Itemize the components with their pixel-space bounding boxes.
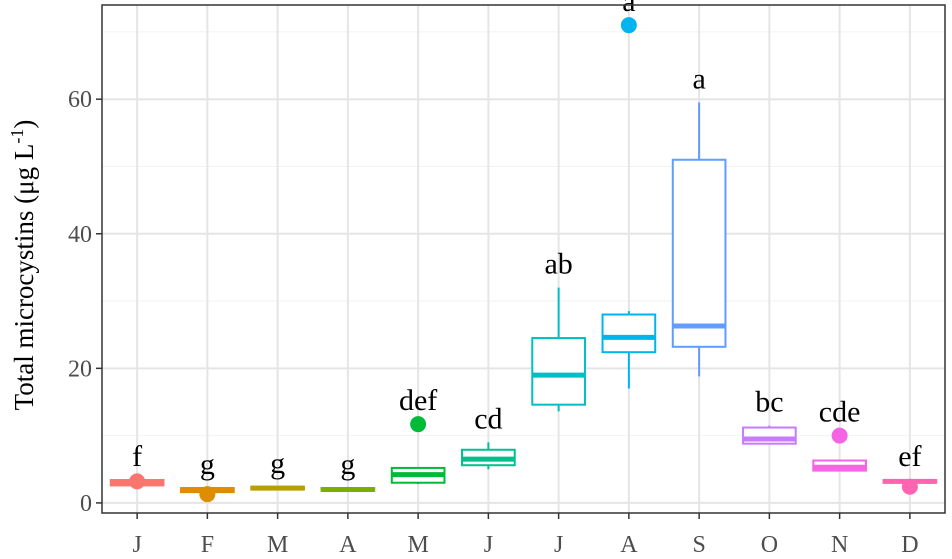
box-iqr [601,313,657,354]
x-tick-label: A [339,532,357,558]
box-series [109,17,938,503]
significance-letter: def [399,384,437,417]
significance-letter: cd [474,402,502,435]
x-tick-label: S [692,532,705,558]
y-axis: 0 20 40 60 [68,87,102,517]
x-tick-label: J [484,532,493,558]
x-tick-label: O [761,532,778,558]
x-tick-label: N [831,532,848,558]
box-iqr [531,337,586,406]
box-12 [882,478,938,495]
box-3 [250,485,305,491]
x-tick-label: J [554,532,563,558]
box-2 [180,486,235,503]
box-7 [531,287,586,412]
x-tick-label: A [620,532,638,558]
box-11 [812,427,867,472]
significance-letter: g [200,448,215,481]
box-4 [320,486,376,492]
significance-letter: g [340,448,355,481]
significance-letters: f g g g def cd ab a a bc cde ef [132,0,921,481]
significance-letter: cde [819,396,861,429]
significance-letter: bc [755,386,783,419]
box-9 [671,102,727,377]
box-5 [390,416,446,485]
outlier-point [410,416,427,433]
significance-letter: f [132,440,142,473]
box-8 [601,17,657,389]
plot-panel-border [101,4,946,514]
y-axis-label-superscript: -1 [7,129,27,144]
significance-letter: g [270,447,285,480]
grid-lines [102,5,945,513]
x-tick-label: M [267,532,288,558]
significance-letter: ef [898,440,921,473]
y-tick-label: 60 [68,87,92,113]
box-10 [742,425,797,445]
x-tick-label: D [901,532,918,558]
outlier-point [831,427,848,444]
x-tick-label: F [201,532,214,558]
significance-letter: ab [544,248,572,281]
y-tick-label: 40 [68,222,92,248]
x-tick-label: J [132,532,141,558]
significance-letter: a [692,63,705,96]
box-6 [461,442,516,470]
y-tick-label: 0 [80,491,92,517]
box-1 [109,473,165,490]
y-axis-label: Total microcystins (μg L-1) [7,120,39,411]
box-iqr [671,158,727,348]
outlier-point [901,478,918,495]
y-axis-label-main: Total microcystins (μg L [9,144,39,411]
significance-letter: a [622,0,635,18]
outlier-point [129,473,146,490]
y-tick-label: 20 [68,356,92,382]
y-axis-label-close: ) [9,120,39,129]
outlier-point [199,486,216,503]
outlier-point [620,17,637,34]
x-tick-label: M [407,532,428,558]
